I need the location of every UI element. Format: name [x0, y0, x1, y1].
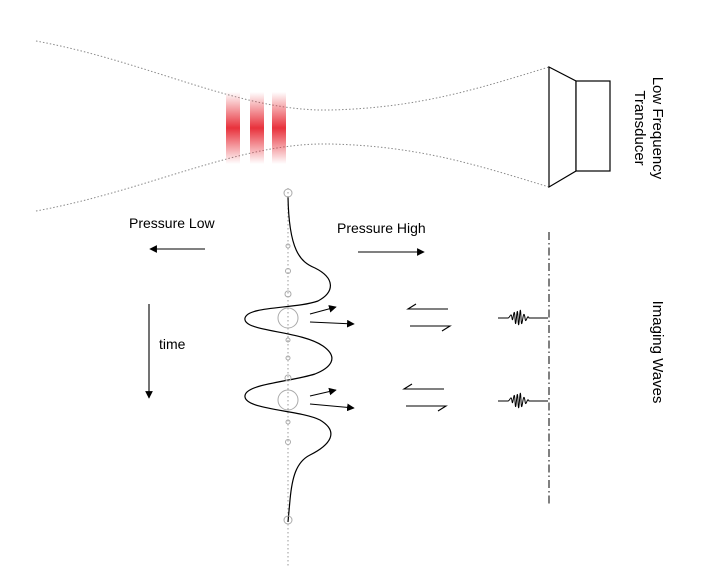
- focal-band: [226, 92, 240, 164]
- bubble: [283, 188, 293, 198]
- scatter-arrow: [309, 387, 337, 397]
- half-arrow-right: [410, 325, 452, 332]
- imaging-pulse-icon: [498, 392, 548, 409]
- pressure-high-label: Pressure High: [337, 220, 426, 236]
- bubble: [283, 515, 293, 525]
- bubble: [285, 268, 291, 274]
- scatter-arrow: [309, 305, 337, 315]
- half-arrows-2: [402, 383, 448, 412]
- focal-zone: [226, 92, 286, 164]
- scatter-arrows-1: [309, 305, 355, 328]
- beam-envelope-upper: [35, 40, 550, 111]
- focal-band: [250, 92, 264, 164]
- half-arrow-left: [402, 383, 444, 390]
- bubble: [285, 419, 291, 425]
- imaging-waves-label: Imaging Waves: [649, 301, 666, 404]
- scatter-arrow: [309, 403, 355, 412]
- time-label: time: [159, 336, 186, 352]
- bubble: [277, 307, 299, 329]
- half-arrow-left: [406, 303, 448, 310]
- scatter-arrows-2: [309, 387, 355, 412]
- transducer-label-line2: Transducer: [631, 90, 648, 165]
- bubble: [285, 337, 291, 343]
- half-arrow-right: [406, 405, 448, 412]
- bubble: [285, 439, 291, 445]
- beam-envelope-lower: [35, 143, 550, 212]
- bubble: [284, 374, 292, 382]
- bubble: [285, 355, 291, 361]
- imaging-pulse-icon: [498, 309, 548, 326]
- transducer-icon: [548, 66, 611, 189]
- bubble-sequence: [277, 188, 299, 525]
- scatter-arrow: [309, 319, 355, 328]
- half-arrows-1: [406, 303, 452, 332]
- focal-band: [272, 92, 286, 164]
- pressure-low-label: Pressure Low: [129, 215, 215, 231]
- pressure-waveform: [244, 196, 333, 523]
- transducer-label-line1: Low Frequency: [649, 77, 666, 180]
- bubble: [277, 389, 299, 411]
- bubble: [285, 243, 291, 249]
- bubble: [284, 290, 292, 298]
